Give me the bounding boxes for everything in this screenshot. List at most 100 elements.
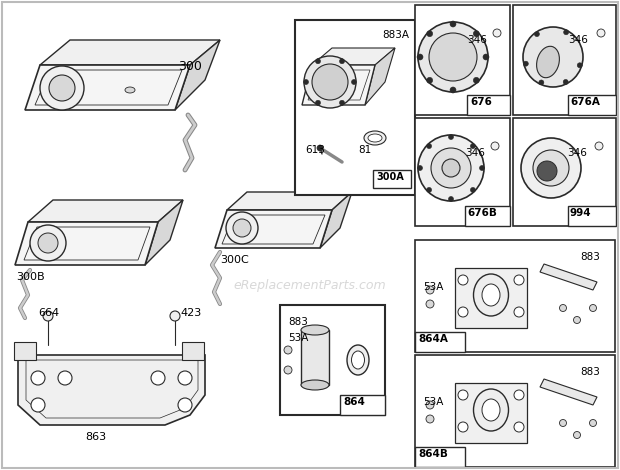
Circle shape bbox=[340, 59, 345, 64]
Text: 300A: 300A bbox=[376, 172, 404, 182]
Circle shape bbox=[317, 145, 323, 151]
Circle shape bbox=[537, 161, 557, 181]
Bar bbox=[513, 5, 616, 115]
Circle shape bbox=[450, 87, 456, 93]
Circle shape bbox=[534, 31, 539, 37]
Bar bbox=[455, 383, 527, 443]
Ellipse shape bbox=[536, 46, 559, 78]
Circle shape bbox=[574, 431, 580, 439]
Bar bbox=[568, 206, 616, 226]
Text: 423: 423 bbox=[180, 308, 202, 318]
Circle shape bbox=[304, 56, 356, 108]
Text: 346: 346 bbox=[567, 148, 587, 158]
Bar bbox=[14, 342, 36, 360]
Circle shape bbox=[523, 61, 528, 66]
Circle shape bbox=[458, 390, 468, 400]
Text: 864: 864 bbox=[343, 397, 365, 407]
Polygon shape bbox=[540, 379, 597, 405]
Polygon shape bbox=[175, 40, 220, 110]
Circle shape bbox=[426, 415, 434, 423]
Circle shape bbox=[31, 398, 45, 412]
Circle shape bbox=[431, 148, 471, 188]
Circle shape bbox=[577, 63, 582, 68]
Circle shape bbox=[563, 79, 568, 85]
Text: 53A: 53A bbox=[423, 397, 443, 407]
Text: 81: 81 bbox=[358, 145, 371, 155]
Ellipse shape bbox=[482, 284, 500, 306]
Polygon shape bbox=[227, 192, 352, 210]
Bar bbox=[301, 330, 329, 385]
Circle shape bbox=[426, 286, 434, 294]
Circle shape bbox=[448, 196, 453, 202]
Bar bbox=[465, 206, 510, 226]
Bar bbox=[415, 5, 510, 115]
Circle shape bbox=[523, 27, 583, 87]
Bar bbox=[415, 355, 615, 467]
Polygon shape bbox=[15, 222, 158, 265]
Text: 300: 300 bbox=[178, 60, 202, 73]
Bar bbox=[295, 20, 415, 195]
Circle shape bbox=[30, 225, 66, 261]
Ellipse shape bbox=[368, 134, 382, 142]
Text: 346: 346 bbox=[465, 148, 485, 158]
Circle shape bbox=[559, 420, 567, 426]
Ellipse shape bbox=[347, 345, 369, 375]
Text: 53A: 53A bbox=[423, 282, 443, 292]
Polygon shape bbox=[302, 65, 375, 105]
Circle shape bbox=[417, 54, 423, 60]
Circle shape bbox=[514, 390, 524, 400]
Circle shape bbox=[352, 79, 356, 85]
Text: 863: 863 bbox=[85, 432, 106, 442]
Circle shape bbox=[471, 143, 476, 149]
Circle shape bbox=[521, 138, 581, 198]
Bar bbox=[415, 332, 465, 352]
Text: 883: 883 bbox=[580, 252, 600, 262]
Text: 883: 883 bbox=[288, 317, 308, 327]
Circle shape bbox=[564, 30, 569, 35]
Polygon shape bbox=[18, 355, 205, 425]
Text: 994: 994 bbox=[570, 208, 591, 218]
Circle shape bbox=[429, 33, 477, 81]
Polygon shape bbox=[25, 65, 190, 110]
Text: 676B: 676B bbox=[467, 208, 497, 218]
Circle shape bbox=[590, 420, 596, 426]
Text: 864A: 864A bbox=[418, 334, 448, 344]
Circle shape bbox=[43, 311, 53, 321]
Circle shape bbox=[340, 100, 345, 105]
Circle shape bbox=[458, 422, 468, 432]
Bar bbox=[513, 118, 616, 226]
Circle shape bbox=[442, 159, 460, 177]
Circle shape bbox=[49, 75, 75, 101]
Circle shape bbox=[514, 422, 524, 432]
Text: 346: 346 bbox=[568, 35, 588, 45]
Circle shape bbox=[316, 100, 321, 105]
Text: 664: 664 bbox=[38, 308, 59, 318]
Circle shape bbox=[426, 401, 434, 409]
Ellipse shape bbox=[125, 87, 135, 93]
Circle shape bbox=[226, 212, 258, 244]
Circle shape bbox=[284, 366, 292, 374]
Circle shape bbox=[316, 59, 321, 64]
Text: 676A: 676A bbox=[570, 97, 600, 107]
Circle shape bbox=[595, 142, 603, 150]
Circle shape bbox=[514, 307, 524, 317]
Circle shape bbox=[38, 233, 58, 253]
Ellipse shape bbox=[474, 389, 508, 431]
Circle shape bbox=[450, 21, 456, 27]
Circle shape bbox=[473, 78, 479, 83]
Text: 300B: 300B bbox=[16, 272, 45, 282]
Circle shape bbox=[426, 300, 434, 308]
Circle shape bbox=[514, 275, 524, 285]
Circle shape bbox=[427, 78, 433, 83]
Polygon shape bbox=[365, 48, 395, 105]
Bar bbox=[415, 240, 615, 352]
Ellipse shape bbox=[301, 380, 329, 390]
Circle shape bbox=[427, 31, 433, 37]
Circle shape bbox=[491, 142, 499, 150]
Text: 613: 613 bbox=[305, 145, 325, 155]
Ellipse shape bbox=[364, 131, 386, 145]
Circle shape bbox=[493, 29, 501, 37]
Circle shape bbox=[304, 79, 309, 85]
Circle shape bbox=[58, 371, 72, 385]
Text: 676: 676 bbox=[470, 97, 492, 107]
